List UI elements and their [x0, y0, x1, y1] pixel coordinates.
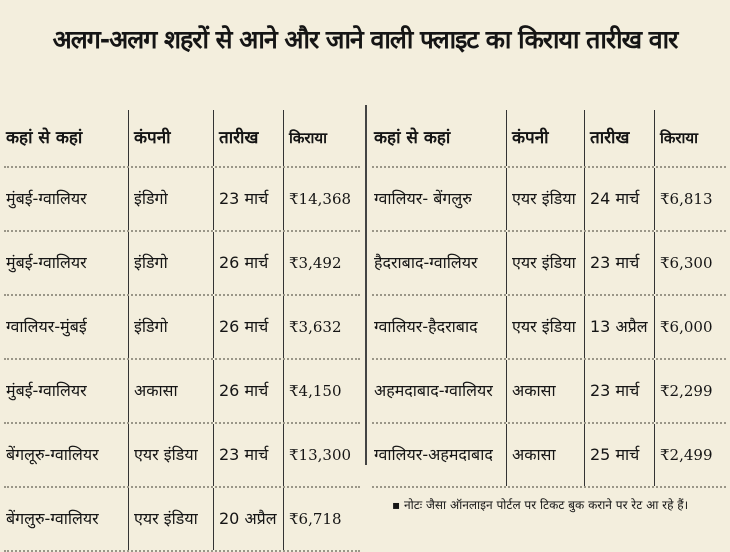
cell-route: बेंगलुरु-ग्वालियर: [6, 509, 99, 529]
table-row: बेंगलुरु-ग्वालियर एयर इंडिया 20 अप्रैल ₹6,7…: [4, 488, 360, 552]
cell-fare: ₹13,300: [289, 446, 352, 464]
cell-company: अकासा: [512, 381, 556, 401]
table-row: ग्वालियर-मुंबई इंडिगो 26 मार्च ₹3,632: [4, 296, 360, 360]
table-header: कहां से कहां कंपनी तारीख किराया: [372, 110, 726, 168]
column-divider: [365, 105, 367, 465]
cell-fare: ₹6,000: [660, 318, 713, 336]
cell-route: ग्वालियर- बेंगलुरु: [374, 189, 472, 209]
cell-fare: ₹6,718: [289, 510, 342, 528]
header-route: कहां से कहां: [6, 127, 83, 148]
table-header: कहां से कहां कंपनी तारीख किराया: [4, 110, 360, 168]
cell-company: अकासा: [134, 381, 178, 401]
table-row: ग्वालियर-अहमदाबाद अकासा 25 मार्च ₹2,499: [372, 424, 726, 488]
cell-date: 24 मार्च: [590, 189, 640, 209]
cell-route: अहमदाबाद-ग्वालियर: [374, 381, 493, 401]
footnote: ▪ नोटः जैसा ऑनलाइन पोर्टल पर टिकट बुक कर…: [392, 498, 689, 512]
cell-date: 23 मार्च: [219, 445, 269, 465]
cell-company: अकासा: [512, 445, 556, 465]
cell-fare: ₹2,299: [660, 382, 713, 400]
table-row: हैदराबाद-ग्वालियर एयर इंडिया 23 मार्च ₹6,30…: [372, 232, 726, 296]
cell-date: 26 मार्च: [219, 253, 269, 273]
header-fare: किराया: [289, 129, 328, 147]
cell-fare: ₹6,813: [660, 190, 713, 208]
cell-company: एयर इंडिया: [134, 509, 198, 529]
cell-route: ग्वालियर-अहमदाबाद: [374, 445, 493, 465]
cell-route: मुंबई-ग्वालियर: [6, 253, 87, 273]
cell-fare: ₹4,150: [289, 382, 342, 400]
table-row: ग्वालियर-हैदराबाद एयर इंडिया 13 अप्रैल ₹6,0…: [372, 296, 726, 360]
cell-date: 25 मार्च: [590, 445, 640, 465]
table-row: ग्वालियर- बेंगलुरु एयर इंडिया 24 मार्च ₹6,8…: [372, 168, 726, 232]
fare-table-left: कहां से कहां कंपनी तारीख किराया मुंबई-ग्…: [4, 110, 360, 552]
cell-company: एयर इंडिया: [512, 189, 576, 209]
header-date: तारीख: [219, 127, 259, 148]
header-route: कहां से कहां: [374, 127, 451, 148]
cell-route: ग्वालियर-मुंबई: [6, 317, 87, 337]
cell-route: ग्वालियर-हैदराबाद: [374, 317, 478, 337]
cell-company: एयर इंडिया: [512, 253, 576, 273]
page-title: अलग-अलग शहरों से आने और जाने वाली फ्लाइट…: [52, 25, 679, 54]
cell-date: 26 मार्च: [219, 317, 269, 337]
cell-company: एयर इंडिया: [512, 317, 576, 337]
header-company: कंपनी: [134, 127, 171, 148]
cell-fare: ₹14,368: [289, 190, 352, 208]
cell-date: 26 मार्च: [219, 381, 269, 401]
header-date: तारीख: [590, 127, 630, 148]
cell-date: 23 मार्च: [219, 189, 269, 209]
cell-fare: ₹3,492: [289, 254, 342, 272]
table-row: मुंबई-ग्वालियर इंडिगो 26 मार्च ₹3,492: [4, 232, 360, 296]
cell-route: मुंबई-ग्वालियर: [6, 189, 87, 209]
cell-fare: ₹6,300: [660, 254, 713, 272]
fare-table-right: कहां से कहां कंपनी तारीख किराया ग्वालियर…: [372, 110, 726, 488]
table-row: मुंबई-ग्वालियर इंडिगो 23 मार्च ₹14,368: [4, 168, 360, 232]
cell-company: एयर इंडिया: [134, 445, 198, 465]
cell-fare: ₹2,499: [660, 446, 713, 464]
cell-date: 23 मार्च: [590, 253, 640, 273]
cell-date: 13 अप्रैल: [590, 317, 648, 337]
cell-route: बेंगलूरु-ग्वालियर: [6, 445, 99, 465]
cell-company: इंडिगो: [134, 317, 168, 337]
header-company: कंपनी: [512, 127, 549, 148]
cell-fare: ₹3,632: [289, 318, 342, 336]
table-row: अहमदाबाद-ग्वालियर अकासा 23 मार्च ₹2,299: [372, 360, 726, 424]
cell-date: 23 मार्च: [590, 381, 640, 401]
table-row: बेंगलूरु-ग्वालियर एयर इंडिया 23 मार्च ₹13,3…: [4, 424, 360, 488]
header-fare: किराया: [660, 129, 699, 147]
cell-company: इंडिगो: [134, 253, 168, 273]
table-row: मुंबई-ग्वालियर अकासा 26 मार्च ₹4,150: [4, 360, 360, 424]
cell-route: हैदराबाद-ग्वालियर: [374, 253, 478, 273]
cell-date: 20 अप्रैल: [219, 509, 277, 529]
cell-company: इंडिगो: [134, 189, 168, 209]
cell-route: मुंबई-ग्वालियर: [6, 381, 87, 401]
